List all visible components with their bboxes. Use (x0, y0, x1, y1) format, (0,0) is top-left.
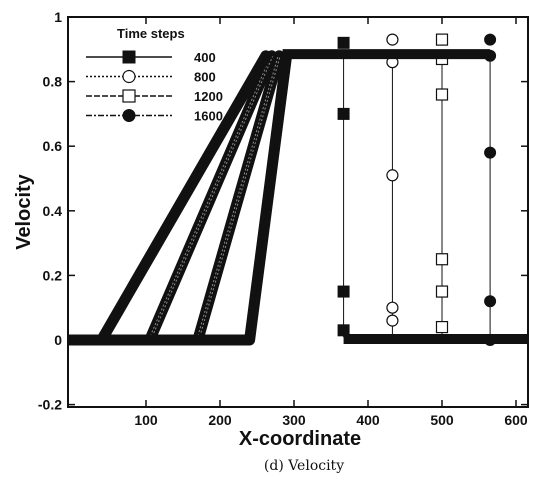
series-800 (72, 33, 524, 346)
data-point (386, 33, 399, 46)
data-point (337, 36, 350, 49)
series-line (72, 55, 524, 341)
legend-marker (122, 50, 136, 64)
legend-marker (122, 109, 136, 122)
plot-frame (67, 16, 529, 408)
dense-marker-bands (68, 49, 528, 346)
x-tick-label: 600 (504, 412, 528, 428)
series-line (72, 55, 524, 341)
data-point (386, 169, 399, 182)
legend-item-400: 400 (86, 50, 216, 65)
series-group (68, 33, 528, 346)
x-tick-label: 400 (356, 412, 380, 428)
y-tick-label: 0.8 (43, 74, 63, 90)
axis-layer: 100 200 300 400 500 600 -0.2 0 0.2 0.4 0.6 0.8 1 (38, 9, 528, 428)
y-axis-title: Velocity (13, 173, 35, 249)
legend-marker (122, 69, 136, 84)
legend-title: Time steps (117, 26, 185, 41)
y-tick-label: -0.2 (38, 397, 62, 413)
data-point (484, 146, 497, 159)
x-tick-label: 200 (208, 412, 232, 428)
legend-item-800: 800 (86, 70, 216, 85)
legend-item-1200: 1200 (86, 89, 223, 104)
series-line (72, 55, 524, 341)
data-point (435, 33, 449, 46)
x-axis-title: X-coordinate (239, 428, 361, 450)
data-point (484, 33, 497, 46)
legend-label: 400 (194, 50, 216, 65)
legend-item-1600: 1600 (86, 109, 223, 124)
data-point (435, 253, 449, 266)
data-point (484, 295, 497, 308)
plot-layer (68, 33, 528, 346)
data-point (435, 88, 449, 101)
legend-label: 1600 (194, 109, 223, 124)
y-tick-label: 0.6 (43, 138, 63, 154)
data-point (337, 107, 350, 120)
y-tick-label: 0 (54, 332, 62, 348)
figure-caption: (d) Velocity (264, 458, 344, 474)
x-tick-label: 300 (282, 412, 306, 428)
legend-label: 800 (194, 70, 216, 85)
series-400 (72, 36, 524, 346)
x-tick-label: 500 (430, 412, 454, 428)
legend-label: 1200 (194, 89, 223, 104)
data-point (337, 285, 350, 298)
legend-marker (122, 89, 136, 103)
series-line (72, 55, 524, 341)
data-point (435, 285, 449, 298)
x-tick-label: 100 (134, 412, 158, 428)
y-tick-label: 0.4 (43, 203, 63, 219)
data-point (386, 301, 399, 314)
y-tick-label: 1 (54, 9, 62, 25)
y-tick-label: 0.2 (43, 267, 63, 283)
series-1600 (72, 33, 524, 346)
data-point (435, 320, 449, 334)
legend: Time steps 400 800 1200 1600 (86, 26, 223, 124)
data-point (386, 314, 399, 327)
series-1200 (72, 33, 524, 346)
